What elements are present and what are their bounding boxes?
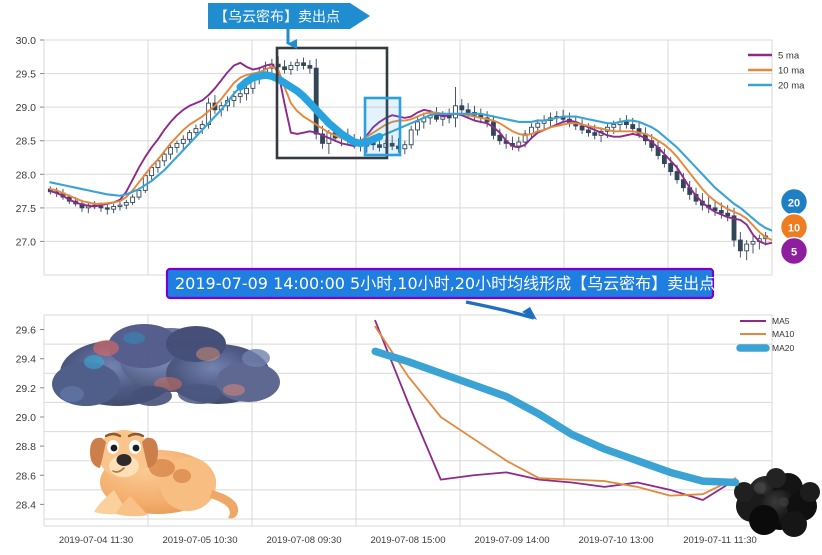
y-tick-label: 27.0 (16, 236, 37, 248)
badge-5-label: 5 (791, 247, 797, 259)
legend-label-20ma: 20 ma (778, 81, 805, 92)
x-axis-labels: 2019-07-04 11:30 2019-07-05 10:30 2019-0… (59, 535, 757, 546)
pattern-box-inner (363, 96, 402, 157)
moving-average-series-top (49, 61, 772, 246)
badge-5[interactable]: 5 (779, 236, 809, 266)
x-tick-label: 2019-07-04 11:30 (59, 535, 133, 546)
y-tick-label: 29.2 (16, 383, 37, 395)
legend-label-ma5: MA5 (772, 316, 790, 326)
legend-label-ma10: MA10 (772, 329, 794, 339)
y-tick-label: 28.6 (16, 470, 37, 482)
sell-point-banner[interactable]: 【乌云密布】卖出点 (208, 3, 370, 29)
pattern-box-main (275, 46, 389, 160)
callout-arrow-icon (465, 300, 537, 320)
y-tick-label: 29.5 (16, 69, 37, 81)
legend-label-ma20: MA20 (772, 343, 794, 353)
dark-cloud-cluster-illustration (734, 468, 820, 537)
sell-point-banner-label: 【乌云密布】卖出点 (214, 9, 340, 26)
badge-10-label: 10 (788, 223, 800, 235)
moving-average-series-bottom (371, 319, 740, 501)
y-tick-label: 28.4 (16, 499, 37, 511)
y-tick-label: 28.0 (16, 169, 37, 181)
signal-callout[interactable]: 2019-07-09 14:00:00 5小时,10小时,20小时均线形成【乌云… (165, 267, 715, 300)
bottom-chart-legend: MA5 MA10 MA20 (736, 316, 794, 353)
x-tick-label: 2019-07-05 10:30 (162, 535, 237, 546)
badge-20[interactable]: 20 (779, 187, 809, 217)
top-chart-legend: 5 ma 10 ma 20 ma (748, 51, 805, 92)
bottom-chart-y-ticks (40, 329, 44, 505)
y-tick-label: 27.5 (16, 203, 37, 215)
y-tick-label: 29.4 (16, 354, 37, 366)
storm-cloud-illustration (52, 324, 280, 406)
bottom-chart-y-axis-labels: 29.6 29.4 29.2 29.0 28.8 28.6 28.4 (16, 325, 37, 512)
legend-label-10ma: 10 ma (778, 66, 805, 77)
y-tick-label: 29.0 (16, 102, 37, 114)
y-tick-label: 28.5 (16, 136, 37, 148)
dog-illustration (90, 430, 239, 519)
badge-10[interactable]: 10 (779, 212, 809, 242)
x-tick-label: 2019-07-10 13:00 (578, 535, 653, 546)
x-tick-label: 2019-07-08 09:30 (266, 535, 341, 546)
y-tick-label: 30.0 (16, 35, 37, 47)
x-tick-label: 2019-07-08 15:00 (370, 535, 445, 546)
top-chart-y-axis-labels: 30.0 29.5 29.0 28.5 28.0 27.5 27.0 (16, 35, 37, 248)
signal-callout-label: 2019-07-09 14:00:00 5小时,10小时,20小时均线形成【乌云… (175, 274, 715, 293)
top-chart-y-ticks (40, 39, 44, 242)
x-tick-label: 2019-07-09 14:00 (474, 535, 549, 546)
legend-label-5ma: 5 ma (778, 51, 800, 62)
x-tick-label: 2019-07-11 11:30 (683, 535, 757, 546)
y-tick-label: 29.0 (16, 412, 37, 424)
y-tick-label: 28.8 (16, 441, 37, 453)
y-tick-label: 29.6 (16, 325, 37, 337)
badge-20-label: 20 (788, 198, 800, 210)
